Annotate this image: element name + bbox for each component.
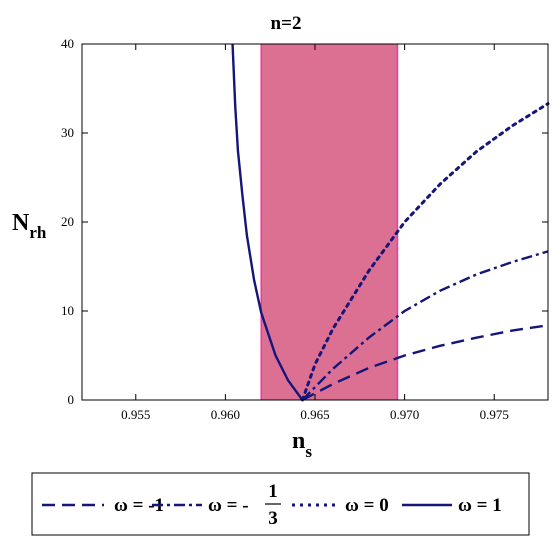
shaded-band (261, 44, 398, 400)
chart-title: n=2 (271, 13, 302, 34)
y-tick-label: 40 (61, 36, 74, 51)
series-layer (231, 43, 550, 402)
legend-label-omega-1: ω = 1 (458, 495, 502, 516)
legend-label-omega-0: ω = 0 (345, 495, 389, 516)
ticks: 0.955 0.960 0.965 0.970 0.975 0 10 20 30 40 (61, 36, 548, 422)
x-axis-label: ns (292, 428, 312, 461)
y-axis-label-sub: rh (29, 223, 47, 242)
x-tick-label: 0.960 (211, 407, 240, 422)
series-line-2-dashdot (301, 250, 549, 401)
x-axis-label-sub: s (305, 442, 312, 461)
legend: ω = - 1 ω = - 1 3 ω = 0 ω = 1 (31, 472, 530, 536)
x-tick-label: 0.965 (300, 407, 329, 422)
legend-item-omega-minus-one-third: ω = - 1 3 (152, 481, 281, 529)
y-axis-label-main: N (12, 210, 30, 236)
y-tick-label: 10 (61, 303, 74, 318)
x-axis-label-main: n (292, 428, 305, 454)
x-tick-label: 0.975 (480, 407, 509, 422)
x-tick-label: 0.955 (121, 407, 150, 422)
legend-item-omega-1: ω = 1 (402, 495, 502, 516)
legend-item-omega-0: ω = 0 (292, 495, 389, 516)
y-tick-label: 0 (68, 392, 75, 407)
series-line-1-dashed (301, 324, 549, 402)
y-axis-label: Nrh (12, 210, 47, 242)
series-line-3-dotted (300, 102, 550, 402)
legend-fraction-denominator: 3 (268, 508, 278, 529)
legend-label-omega-minus-one-third: ω = - (208, 495, 249, 516)
legend-fraction-numerator: 1 (268, 481, 278, 502)
y-tick-label: 30 (61, 125, 74, 140)
x-tick-label: 0.970 (390, 407, 419, 422)
y-tick-label: 20 (61, 214, 74, 229)
plot-area: 0.955 0.960 0.965 0.970 0.975 0 10 20 30 40 (61, 36, 550, 422)
series-line-4-solid (231, 43, 304, 401)
